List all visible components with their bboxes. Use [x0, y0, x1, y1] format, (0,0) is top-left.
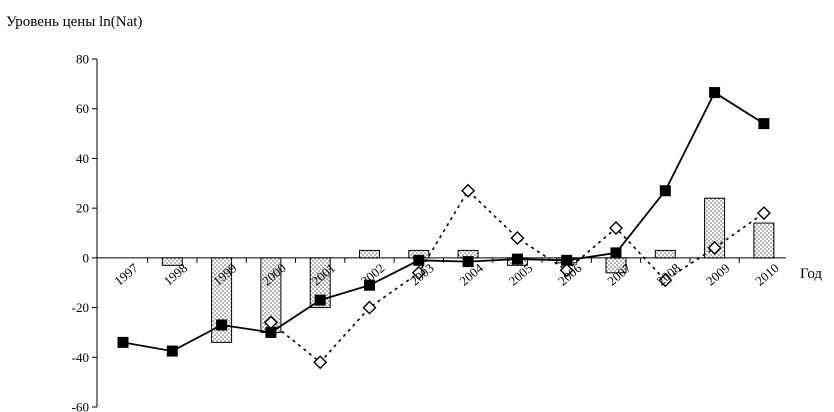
diamond-marker [362, 300, 377, 315]
square-marker [413, 254, 425, 266]
x-tick-label: 2006 [555, 260, 585, 289]
bar [359, 249, 380, 259]
square-marker [758, 118, 770, 130]
square-marker [216, 319, 228, 331]
y-tick-label: -60 [72, 400, 89, 412]
diamond-marker [313, 355, 328, 370]
y-tick-label: -20 [72, 300, 89, 315]
square-marker [265, 326, 277, 338]
diamond-marker [461, 183, 476, 198]
bar [753, 222, 775, 259]
y-tick-label: 20 [76, 201, 89, 216]
diamond-marker [609, 221, 623, 236]
square-marker [462, 256, 474, 268]
x-tick-label: 2009 [703, 260, 733, 288]
bar [704, 197, 726, 259]
square-marker [314, 294, 326, 306]
x-tick-label: 1997 [111, 260, 141, 289]
diamond-marker [756, 206, 771, 221]
y-tick-label: 0 [83, 250, 90, 265]
x-tick-label: 2008 [654, 260, 684, 288]
x-tick-label: 2010 [752, 260, 782, 288]
diamond-marker [658, 273, 673, 288]
dotted-series-line [270, 189, 765, 364]
y-tick-label: 40 [76, 151, 89, 166]
solid-series-line [122, 91, 765, 353]
diamond-marker [707, 240, 722, 255]
y-tick-label: 60 [76, 101, 89, 116]
x-tick-label: 2004 [456, 260, 486, 289]
square-marker [117, 336, 129, 348]
square-marker [610, 247, 622, 259]
diamond-marker [559, 263, 574, 278]
square-marker [166, 345, 178, 357]
diamond-marker [411, 265, 426, 280]
bar [161, 257, 183, 266]
y-tick-label: -40 [72, 350, 89, 365]
y-axis-title: Уровень цены ln(Nat) [6, 14, 143, 30]
square-marker [709, 87, 721, 99]
square-marker [659, 185, 671, 197]
diamond-marker [263, 315, 278, 330]
diamond-marker [510, 230, 525, 245]
y-tick-label: 80 [76, 52, 89, 67]
square-marker [364, 279, 375, 291]
bar [654, 249, 676, 259]
square-marker [561, 254, 573, 266]
x-axis-title: Год [800, 266, 823, 282]
square-marker [511, 253, 523, 265]
